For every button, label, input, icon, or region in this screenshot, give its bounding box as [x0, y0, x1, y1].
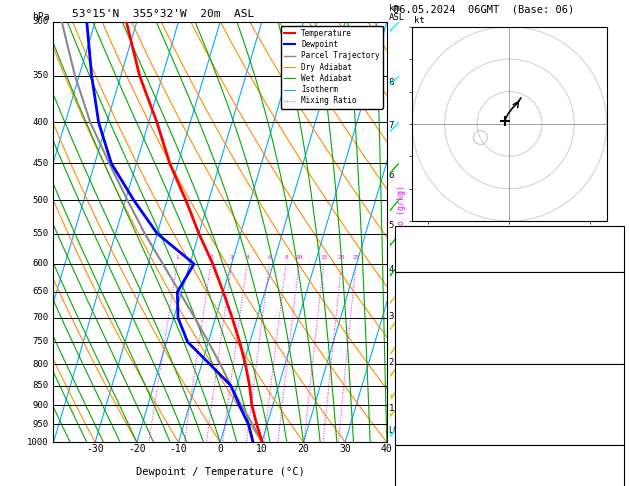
Text: 10.1: 10.1 — [600, 285, 620, 294]
Text: 25: 25 — [352, 256, 360, 260]
Text: 500: 500 — [32, 196, 48, 205]
Text: © weatheronline.co.uk: © weatheronline.co.uk — [395, 473, 492, 482]
Text: 301: 301 — [605, 392, 620, 400]
Text: 3: 3 — [389, 312, 394, 321]
Text: 1.58: 1.58 — [600, 260, 620, 269]
Text: 20: 20 — [298, 444, 309, 454]
Text: Pressure (mb): Pressure (mb) — [399, 378, 464, 387]
Text: -10: -10 — [170, 444, 187, 454]
Text: 6: 6 — [389, 171, 394, 180]
Text: 1000: 1000 — [27, 438, 48, 447]
Text: 20: 20 — [338, 256, 345, 260]
Text: -30: -30 — [86, 444, 104, 454]
Text: Most Unstable: Most Unstable — [474, 368, 545, 378]
Text: Surface: Surface — [491, 276, 528, 285]
Text: Hodograph: Hodograph — [486, 449, 533, 458]
Text: 900: 900 — [32, 401, 48, 410]
Text: 8: 8 — [284, 256, 288, 260]
Text: 40: 40 — [381, 444, 392, 454]
Text: CAPE (J): CAPE (J) — [399, 340, 439, 348]
Text: 8: 8 — [389, 78, 394, 87]
Text: 350: 350 — [32, 71, 48, 80]
Text: 0: 0 — [615, 433, 620, 442]
Text: hPa: hPa — [32, 12, 50, 22]
Text: 53°15'N  355°32'W  20m  ASL: 53°15'N 355°32'W 20m ASL — [72, 9, 255, 19]
Text: CIN (J): CIN (J) — [399, 353, 434, 362]
Text: 0: 0 — [615, 340, 620, 348]
Text: kt: kt — [415, 16, 425, 25]
Text: 7.9: 7.9 — [605, 299, 620, 308]
Text: 450: 450 — [32, 159, 48, 168]
Text: 5: 5 — [389, 221, 394, 230]
Text: Dewpoint / Temperature (°C): Dewpoint / Temperature (°C) — [136, 468, 304, 477]
Text: Dewp (°C): Dewp (°C) — [399, 299, 444, 308]
Text: 3: 3 — [230, 256, 233, 260]
Text: 0: 0 — [217, 444, 223, 454]
Text: 400: 400 — [32, 118, 48, 127]
Text: EH: EH — [399, 458, 409, 468]
Text: 6: 6 — [615, 405, 620, 415]
Text: 10: 10 — [296, 256, 303, 260]
Text: 300: 300 — [32, 17, 48, 26]
Text: CIN (J): CIN (J) — [399, 433, 434, 442]
Text: 1: 1 — [389, 404, 394, 413]
Text: Lifted Index: Lifted Index — [399, 405, 459, 415]
Text: 6: 6 — [268, 256, 271, 260]
Text: 45: 45 — [610, 246, 620, 255]
Text: CAPE (J): CAPE (J) — [399, 419, 439, 428]
Text: K: K — [399, 231, 404, 240]
Text: 750: 750 — [32, 337, 48, 347]
Text: 7: 7 — [615, 326, 620, 335]
Text: Totals Totals: Totals Totals — [399, 246, 464, 255]
Text: θₑ(K): θₑ(K) — [399, 312, 424, 321]
Text: 2: 2 — [389, 358, 394, 366]
Text: 850: 850 — [32, 381, 48, 390]
Text: 0: 0 — [615, 353, 620, 362]
Text: 7: 7 — [389, 122, 394, 130]
Text: θₑ (K): θₑ (K) — [399, 392, 429, 400]
Text: 300: 300 — [605, 312, 620, 321]
Text: 15: 15 — [320, 256, 328, 260]
Text: 06.05.2024  06GMT  (Base: 06): 06.05.2024 06GMT (Base: 06) — [393, 5, 574, 15]
Text: km
ASL: km ASL — [389, 4, 404, 22]
Text: 1: 1 — [175, 256, 179, 260]
Text: 30: 30 — [339, 444, 351, 454]
Text: 2: 2 — [615, 458, 620, 468]
Text: 13: 13 — [610, 231, 620, 240]
Text: 850: 850 — [605, 378, 620, 387]
Text: -20: -20 — [128, 444, 146, 454]
Text: 24: 24 — [610, 473, 620, 482]
Text: Temp (°C): Temp (°C) — [399, 285, 444, 294]
Text: 4: 4 — [389, 265, 394, 274]
Text: LCL: LCL — [389, 426, 403, 435]
Text: 800: 800 — [32, 360, 48, 369]
Text: 2: 2 — [209, 256, 213, 260]
Text: 600: 600 — [32, 260, 48, 268]
Text: 950: 950 — [32, 420, 48, 429]
Text: Mixing Ratio (g/kg): Mixing Ratio (g/kg) — [397, 185, 406, 279]
Text: 650: 650 — [32, 287, 48, 296]
Text: 550: 550 — [32, 229, 48, 238]
Text: Lifted Index: Lifted Index — [399, 326, 459, 335]
Text: SREH: SREH — [399, 473, 419, 482]
Text: 700: 700 — [32, 313, 48, 322]
Text: PW (cm): PW (cm) — [399, 260, 434, 269]
Text: 10: 10 — [256, 444, 268, 454]
Legend: Temperature, Dewpoint, Parcel Trajectory, Dry Adiabat, Wet Adiabat, Isotherm, Mi: Temperature, Dewpoint, Parcel Trajectory… — [281, 26, 383, 108]
Text: 4: 4 — [245, 256, 249, 260]
Text: 0: 0 — [615, 419, 620, 428]
